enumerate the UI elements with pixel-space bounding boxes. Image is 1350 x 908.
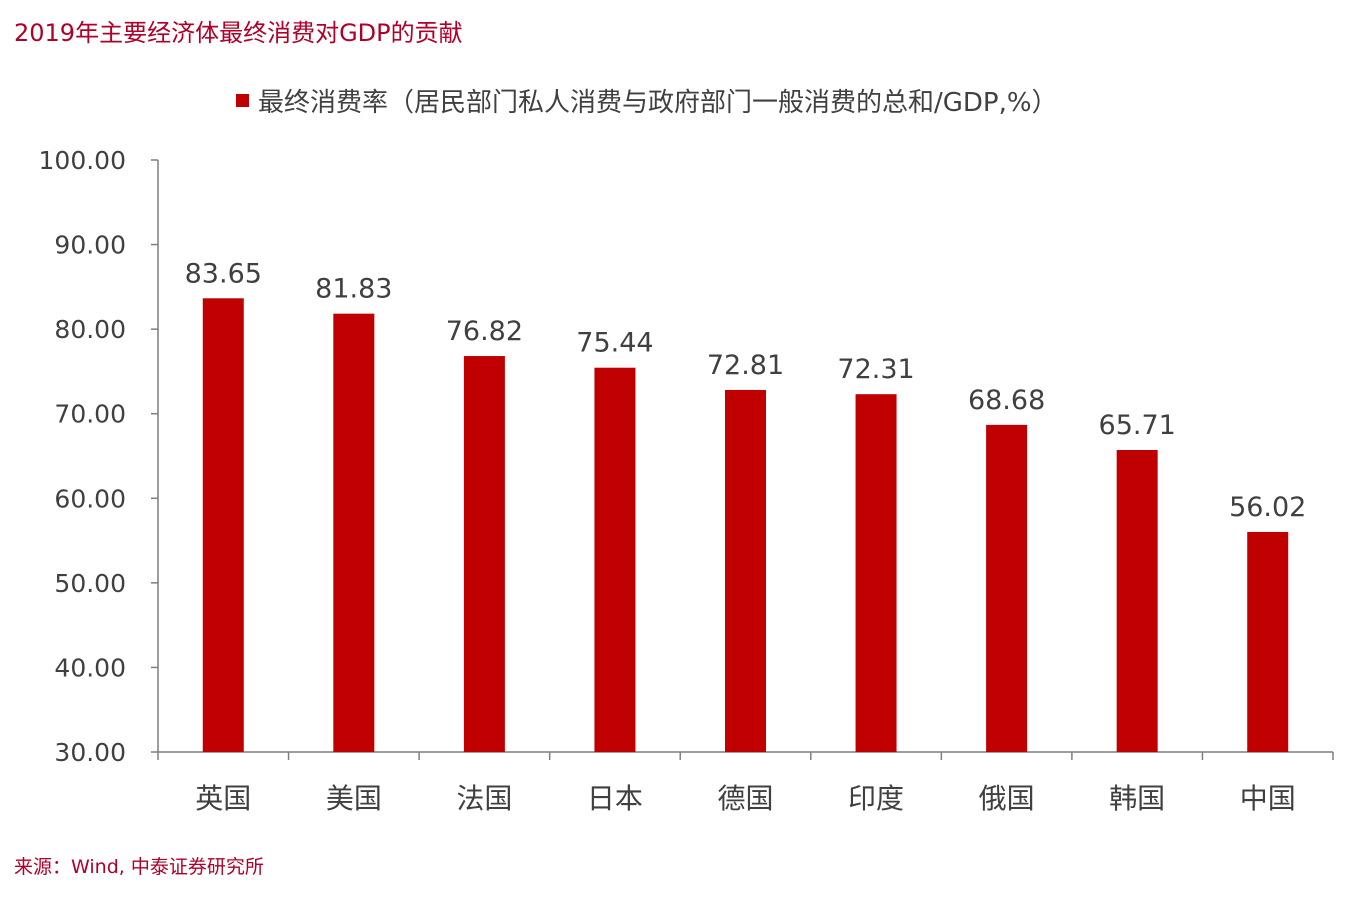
legend-swatch — [236, 94, 249, 107]
y-tick-label: 40.00 — [54, 653, 126, 682]
y-tick-label: 50.00 — [54, 569, 126, 598]
data-label: 75.44 — [576, 328, 653, 359]
bar — [1247, 531, 1289, 752]
x-tick-label: 日本 — [587, 782, 643, 815]
bar — [594, 367, 636, 752]
chart-title: 2019年主要经济体最终消费对GDP的贡献 — [14, 19, 463, 47]
bar — [333, 313, 375, 752]
x-tick-label: 中国 — [1240, 782, 1296, 815]
x-tick-label: 印度 — [848, 782, 904, 815]
y-tick-label: 80.00 — [54, 315, 126, 344]
y-tick-label: 100.00 — [39, 146, 126, 175]
data-label: 72.81 — [707, 350, 784, 381]
data-label: 65.71 — [1099, 410, 1176, 441]
y-tick-label: 30.00 — [54, 738, 126, 767]
legend: 最终消费率（居民部门私人消费与政府部门一般消费的总和/GDP,%） — [236, 88, 1058, 118]
data-label: 68.68 — [968, 385, 1045, 416]
legend-label: 最终消费率（居民部门私人消费与政府部门一般消费的总和/GDP,%） — [258, 88, 1058, 118]
x-tick-label: 韩国 — [1109, 782, 1165, 815]
y-axis: 30.00 40.00 50.00 60.00 70.00 80.00 90.00 100.0… — [39, 146, 159, 767]
bar — [202, 298, 244, 752]
x-tick-label: 德国 — [717, 782, 773, 815]
bar — [1116, 449, 1158, 752]
bar-series — [202, 298, 1289, 752]
source-note: 来源：Wind, 中泰证券研究所 — [14, 856, 264, 878]
y-tick-label: 70.00 — [54, 400, 126, 429]
x-tick-label: 英国 — [195, 782, 251, 815]
x-tick-label: 俄国 — [979, 782, 1035, 815]
data-label: 83.65 — [185, 258, 262, 289]
x-tick-label: 法国 — [456, 782, 512, 815]
data-label: 72.31 — [837, 354, 914, 385]
data-label: 81.83 — [315, 274, 392, 305]
x-tick-label: 美国 — [326, 782, 382, 815]
bar — [463, 356, 505, 752]
data-labels: 83.65 81.83 76.82 75.44 72.81 72.31 68.68 65.71… — [185, 258, 1307, 523]
data-label: 76.82 — [446, 316, 523, 347]
x-axis: 英国 美国 法国 日本 德国 印度 俄国 韩国 中国 — [157, 751, 1334, 815]
bar — [725, 389, 766, 752]
data-label: 56.02 — [1229, 492, 1306, 523]
y-tick-label: 60.00 — [54, 484, 126, 513]
bar — [855, 394, 897, 752]
y-tick-label: 90.00 — [54, 231, 126, 260]
bar — [986, 424, 1028, 752]
